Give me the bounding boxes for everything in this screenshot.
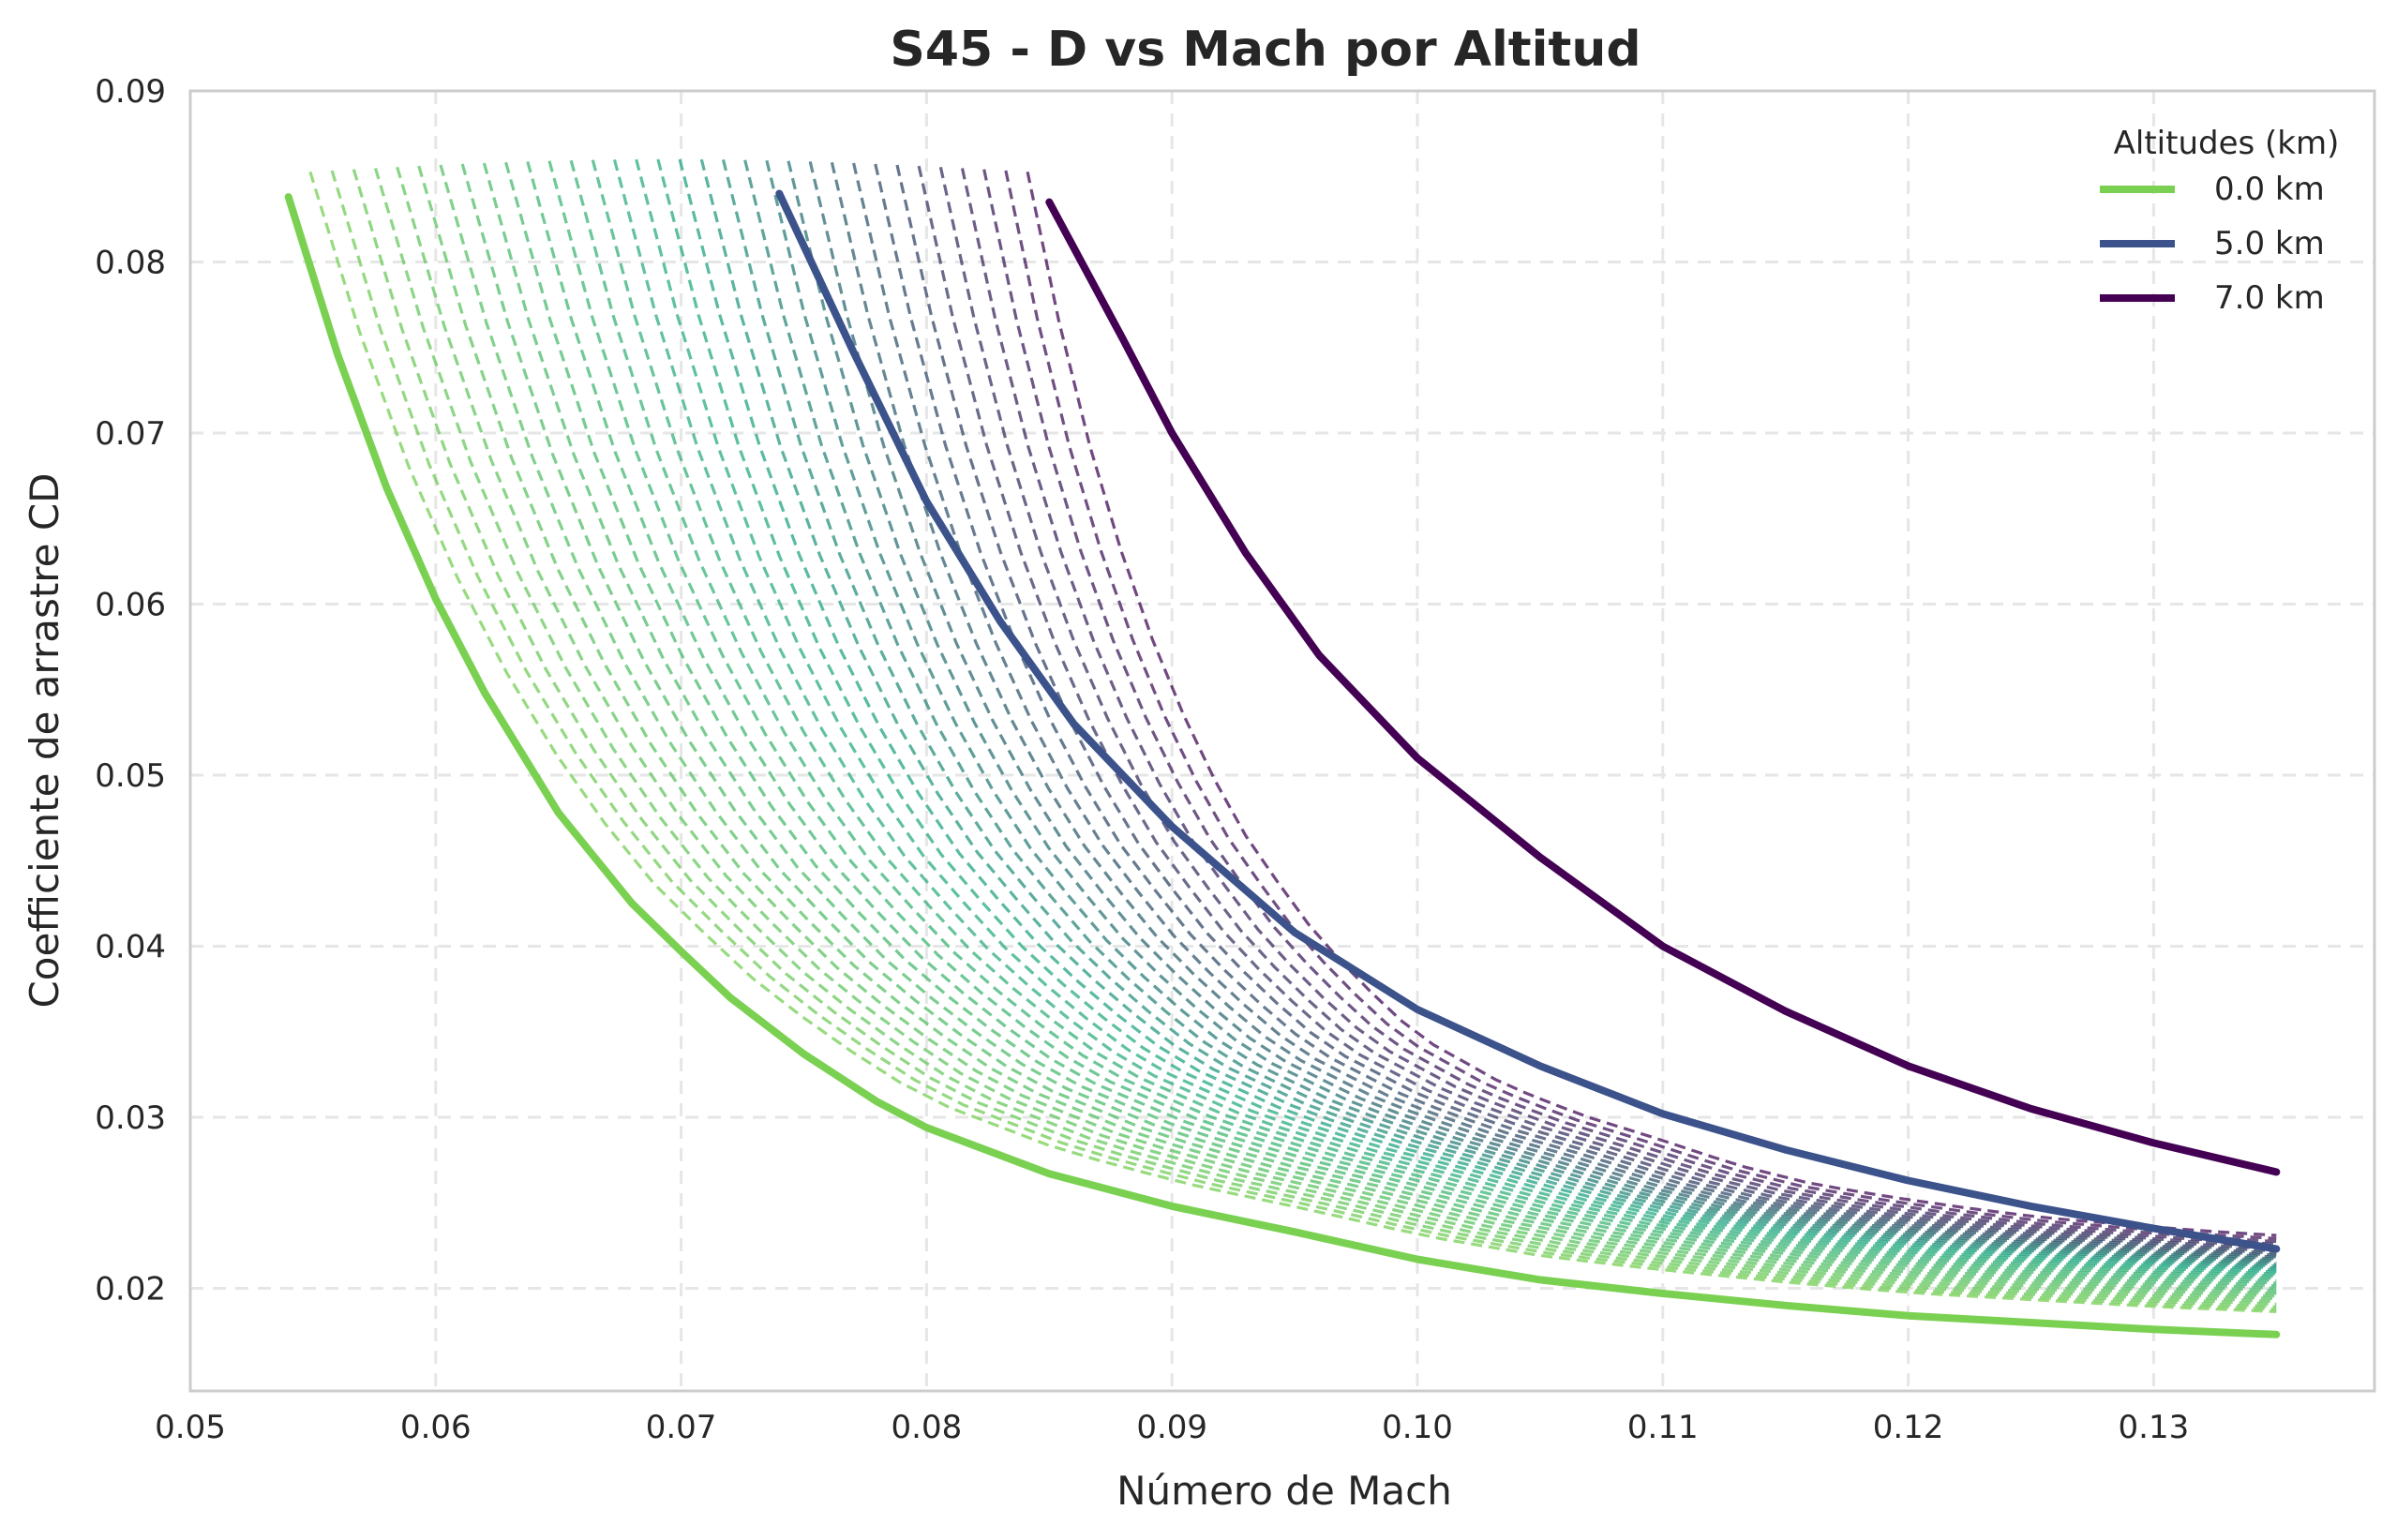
intermediate-altitude-curve (787, 160, 2277, 1263)
intermediate-altitude-curve (874, 163, 2277, 1255)
y-tick-label: 0.04 (95, 929, 166, 966)
intermediate-altitude-curve (591, 159, 2277, 1280)
y-tick-labels: 0.02 0.03 0.04 0.05 0.06 0.07 0.08 0.09 (95, 73, 166, 1308)
x-tick-label: 0.09 (1136, 1409, 1207, 1446)
intermediate-altitude-curve (612, 158, 2277, 1278)
x-tick-label: 0.10 (1382, 1409, 1453, 1446)
intermediate-altitude-curve (1026, 171, 2277, 1237)
x-tick-labels: 0.05 0.06 0.07 0.08 0.09 0.10 0.11 0.12 0.13 (155, 1409, 2189, 1446)
y-tick-label: 0.07 (95, 415, 166, 453)
x-tick-label: 0.05 (155, 1409, 226, 1446)
legend-label: 7.0 km (2214, 279, 2325, 317)
y-tick-label: 0.03 (95, 1099, 166, 1137)
legend: Altitudes (km) 0.0 km 5.0 km 7.0 km (2100, 125, 2339, 317)
intermediate-altitude-curve (743, 159, 2277, 1266)
intermediate-altitude-curve (721, 159, 2277, 1268)
y-tick-label: 0.05 (95, 757, 166, 795)
y-tick-label: 0.09 (95, 73, 166, 111)
intermediate-altitude-curves (308, 158, 2277, 1313)
intermediate-altitude-curve (982, 169, 2277, 1244)
y-tick-label: 0.02 (95, 1271, 166, 1308)
intermediate-altitude-curve (852, 162, 2277, 1257)
chart-title: S45 - D vs Mach por Altitud (890, 22, 1640, 78)
plot-frame (188, 89, 2376, 1393)
intermediate-altitude-curve (308, 171, 2277, 1313)
intermediate-altitude-curve (830, 161, 2277, 1259)
x-tick-label: 0.08 (891, 1409, 963, 1446)
legend-title: Altitudes (km) (2114, 125, 2340, 162)
x-tick-label: 0.12 (1873, 1409, 1944, 1446)
intermediate-altitude-curve (678, 158, 2277, 1272)
legend-label: 0.0 km (2214, 171, 2325, 208)
x-tick-label: 0.07 (646, 1409, 717, 1446)
legend-label: 5.0 km (2214, 225, 2325, 262)
x-axis-title: Número de Mach (1116, 1468, 1452, 1514)
intermediate-altitude-curve (352, 169, 2277, 1308)
intermediate-altitude-curve (396, 166, 2277, 1304)
series-line-2 (1045, 198, 2281, 1176)
intermediate-altitude-curve (504, 161, 2277, 1290)
y-tick-label: 0.08 (95, 245, 166, 282)
intermediate-altitude-curve (699, 158, 2277, 1270)
intermediate-altitude-curve (417, 165, 2277, 1301)
intermediate-altitude-curve (373, 168, 2277, 1306)
y-tick-label: 0.06 (95, 587, 166, 624)
series-line-1 (775, 189, 2281, 1253)
intermediate-altitude-curve (460, 163, 2277, 1295)
intermediate-altitude-curve (439, 164, 2277, 1298)
intermediate-altitude-curve (547, 160, 2277, 1285)
x-tick-label: 0.06 (400, 1409, 472, 1446)
intermediate-altitude-curve (960, 168, 2277, 1246)
intermediate-altitude-curve (808, 161, 2277, 1261)
intermediate-altitude-curve (917, 165, 2277, 1251)
intermediate-altitude-curve (482, 162, 2277, 1293)
intermediate-altitude-curve (656, 158, 2277, 1274)
legend-items: 0.0 km 5.0 km 7.0 km (2100, 171, 2325, 317)
intermediate-altitude-curve (895, 164, 2277, 1253)
x-tick-label: 0.11 (1627, 1409, 1699, 1446)
intermediate-altitude-curve (330, 170, 2277, 1311)
series-line-0 (284, 193, 2281, 1338)
intermediate-altitude-curve (765, 159, 2277, 1264)
intermediate-altitude-curve (635, 158, 2277, 1276)
series-lines (284, 189, 2281, 1338)
intermediate-altitude-curve (569, 159, 2277, 1282)
intermediate-altitude-curve (1004, 170, 2277, 1240)
x-tick-label: 0.13 (2119, 1409, 2190, 1446)
y-axis-title: Coefficiente de arrastre CD (22, 472, 67, 1008)
